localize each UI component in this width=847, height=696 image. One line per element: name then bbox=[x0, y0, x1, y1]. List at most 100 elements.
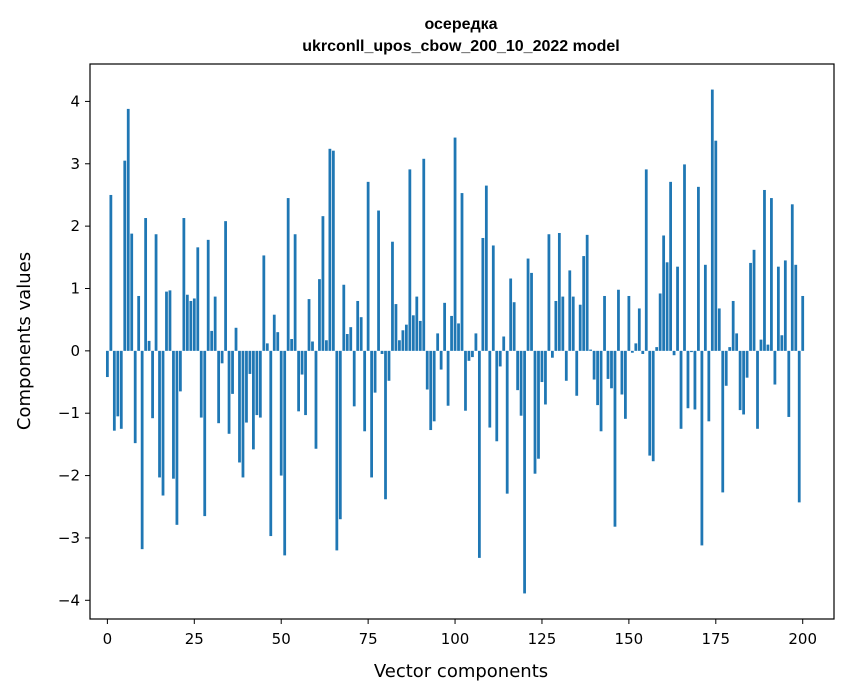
bar-107 bbox=[477, 350, 481, 558]
bar-55 bbox=[297, 350, 300, 412]
bar-102 bbox=[460, 193, 464, 351]
bar-199 bbox=[797, 350, 801, 503]
bar-0 bbox=[105, 350, 109, 378]
bar-85 bbox=[401, 330, 405, 351]
bar-175 bbox=[714, 140, 718, 351]
bar-15 bbox=[158, 350, 161, 478]
bar-105 bbox=[471, 350, 474, 358]
x-axis-ticks: 0 25 50 75 100 125 150 175 200 bbox=[103, 619, 817, 648]
bar-22 bbox=[182, 218, 186, 351]
bar-171 bbox=[700, 350, 704, 546]
bar-200 bbox=[801, 295, 805, 351]
bar-156 bbox=[648, 350, 652, 456]
bar-49 bbox=[276, 332, 280, 351]
y-tick-label: 2 bbox=[70, 217, 80, 235]
bar-97 bbox=[443, 302, 447, 351]
bar-144 bbox=[606, 350, 610, 379]
bar-60 bbox=[314, 350, 318, 449]
bar-98 bbox=[446, 350, 450, 406]
bar-33 bbox=[220, 350, 224, 364]
bar-37 bbox=[234, 327, 238, 351]
bar-108 bbox=[481, 237, 485, 351]
bar-96 bbox=[439, 350, 443, 370]
bar-150 bbox=[627, 295, 631, 351]
bar-77 bbox=[373, 350, 377, 393]
bar-115 bbox=[505, 350, 509, 494]
bar-145 bbox=[610, 350, 613, 389]
bar-40 bbox=[245, 350, 248, 423]
bar-179 bbox=[728, 347, 732, 351]
bar-69 bbox=[345, 334, 349, 351]
bar-99 bbox=[450, 315, 453, 351]
bar-189 bbox=[763, 189, 766, 351]
bar-54 bbox=[293, 234, 297, 351]
bar-26 bbox=[196, 247, 200, 351]
y-tick-label: 1 bbox=[70, 279, 80, 297]
bar-147 bbox=[617, 289, 620, 351]
bar-109 bbox=[484, 185, 488, 351]
bar-9 bbox=[137, 295, 141, 351]
bar-158 bbox=[655, 347, 659, 351]
bar-10 bbox=[140, 350, 144, 550]
chart-title: осередка bbox=[424, 16, 497, 33]
bar-151 bbox=[630, 350, 634, 353]
bar-5 bbox=[123, 160, 127, 351]
bar-80 bbox=[384, 350, 387, 500]
bar-43 bbox=[255, 350, 259, 416]
bar-67 bbox=[338, 350, 342, 520]
bar-29 bbox=[206, 239, 210, 351]
bars-group bbox=[105, 89, 805, 594]
bar-92 bbox=[425, 350, 429, 390]
bar-167 bbox=[686, 350, 690, 409]
bar-75 bbox=[366, 181, 370, 351]
bar-12 bbox=[147, 340, 151, 351]
bar-21 bbox=[179, 350, 182, 392]
bar-45 bbox=[262, 255, 266, 351]
bar-104 bbox=[467, 350, 471, 361]
bar-46 bbox=[265, 343, 269, 351]
bar-52 bbox=[286, 198, 290, 351]
x-tick-label: 150 bbox=[615, 630, 644, 648]
bar-172 bbox=[703, 264, 707, 351]
bar-126 bbox=[544, 350, 547, 405]
bar-91 bbox=[422, 158, 426, 351]
bar-93 bbox=[429, 350, 433, 431]
bar-82 bbox=[391, 241, 394, 351]
bar-7 bbox=[130, 233, 134, 351]
bar-176 bbox=[717, 308, 721, 351]
bar-181 bbox=[735, 333, 739, 351]
bar-194 bbox=[780, 335, 784, 351]
bar-134 bbox=[571, 296, 575, 351]
bar-159 bbox=[658, 293, 662, 351]
bar-72 bbox=[356, 300, 360, 351]
bar-125 bbox=[540, 350, 544, 383]
bar-32 bbox=[217, 350, 221, 424]
bar-180 bbox=[731, 300, 735, 351]
x-axis-label: Vector components bbox=[374, 661, 548, 682]
bar-53 bbox=[290, 339, 294, 351]
bar-112 bbox=[495, 350, 499, 442]
bar-50 bbox=[279, 350, 283, 476]
bar-58 bbox=[307, 299, 311, 351]
bar-35 bbox=[227, 350, 231, 434]
bar-173 bbox=[707, 350, 711, 422]
bar-146 bbox=[613, 350, 617, 527]
bar-119 bbox=[519, 350, 523, 416]
bar-162 bbox=[669, 181, 672, 351]
bar-78 bbox=[377, 210, 380, 351]
x-tick-label: 200 bbox=[788, 630, 817, 648]
bar-6 bbox=[126, 108, 130, 351]
bar-152 bbox=[634, 343, 638, 351]
bar-187 bbox=[756, 350, 759, 429]
bar-11 bbox=[144, 218, 148, 351]
bar-81 bbox=[387, 350, 391, 381]
bar-87 bbox=[408, 169, 412, 351]
bar-122 bbox=[530, 272, 533, 351]
bar-17 bbox=[165, 291, 168, 351]
bar-131 bbox=[561, 296, 565, 351]
bar-127 bbox=[547, 234, 551, 351]
bar-169 bbox=[693, 350, 697, 410]
bar-154 bbox=[641, 350, 645, 354]
bar-79 bbox=[380, 350, 384, 354]
